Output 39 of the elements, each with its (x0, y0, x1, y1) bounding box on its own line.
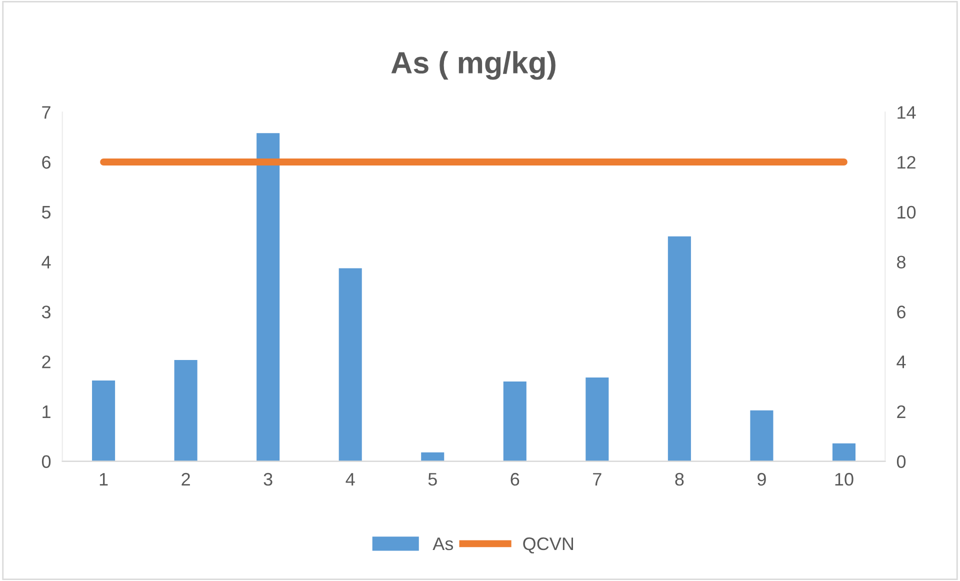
bar (503, 382, 526, 462)
y-tick-label: 6 (42, 156, 50, 169)
x-tick-label: 5 (428, 473, 437, 486)
bar (668, 236, 691, 462)
x-tick-label: 7 (593, 473, 602, 486)
chart-title: As ( mg/kg) (391, 51, 556, 80)
y-tick-label: 3 (42, 306, 50, 318)
y2-tick-label: 10 (898, 206, 916, 219)
y-tick-label: 1 (42, 406, 50, 418)
legend-label: As (432, 538, 454, 550)
bar (586, 378, 609, 462)
y2-tick-label: 6 (897, 306, 906, 318)
y-tick-label: 2 (42, 355, 50, 368)
bar (174, 360, 198, 462)
bar (750, 410, 774, 462)
y-tick-label: 0 (42, 455, 51, 468)
bar (338, 268, 362, 462)
x-tick-label: 9 (758, 472, 766, 486)
x-tick-label: 8 (675, 472, 684, 486)
x-tick-label: 1 (100, 473, 108, 486)
bar (421, 452, 444, 462)
y2-tick-label: 8 (897, 256, 906, 268)
x-tick-label: 6 (510, 472, 520, 486)
bar (92, 380, 116, 462)
x-tick-label: 10 (835, 472, 854, 486)
y-tick-label: 7 (42, 106, 50, 119)
y2-tick-label: 2 (897, 405, 906, 418)
x-tick-label: 4 (346, 473, 355, 486)
x-tick-label: 2 (182, 472, 190, 486)
y-tick-label: 5 (42, 206, 51, 219)
y2-tick-label: 12 (898, 156, 916, 169)
bar (256, 133, 280, 462)
y-tick-label: 4 (42, 256, 51, 268)
x-tick-label: 3 (264, 472, 272, 486)
y2-tick-label: 0 (896, 455, 906, 468)
y2-tick-label: 4 (896, 356, 906, 368)
y2-tick-label: 14 (898, 106, 916, 119)
legend-label: QCVN (523, 537, 574, 554)
bar (832, 443, 856, 462)
